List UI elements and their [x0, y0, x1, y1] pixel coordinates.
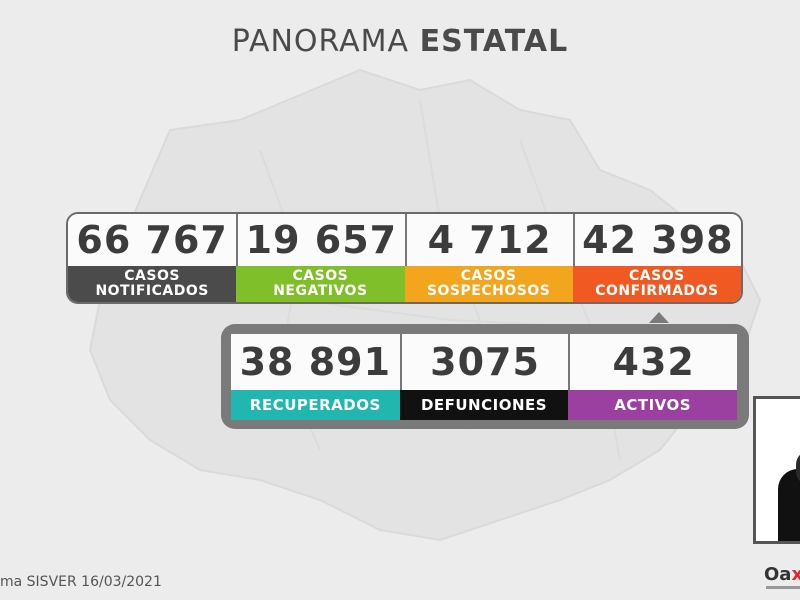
stat-label: CASOS SOSPECHOSOS [404, 266, 573, 302]
logo-text: Oa [764, 564, 792, 585]
stat-defunciones: 3075 DEFUNCIONES [399, 334, 569, 420]
stat-value: 38 891 [231, 334, 400, 390]
stat-confirmados: 42 398 CASOS CONFIRMADOS [572, 214, 741, 302]
stat-label-line1: CASOS [124, 268, 180, 284]
title-regular: PANORAMA [231, 24, 410, 59]
logo-subtext-bar [766, 586, 800, 589]
stat-label: ACTIVOS [568, 390, 737, 420]
stat-label: CASOS CONFIRMADOS [572, 266, 741, 302]
stat-label-line2: NEGATIVOS [273, 283, 368, 299]
case-summary-panel: 66 767 CASOS NOTIFICADOS 19 657 CASOS NE… [66, 212, 743, 304]
stat-value: 4 712 [404, 214, 573, 266]
stat-sospechosos: 4 712 CASOS SOSPECHOSOS [404, 214, 573, 302]
stat-value: 432 [568, 334, 737, 390]
stat-label-line1: CASOS [292, 268, 349, 284]
stat-notificados: 66 767 CASOS NOTIFICADOS [68, 214, 237, 302]
interpreter-head [796, 453, 800, 483]
government-logo: Oax [764, 564, 800, 585]
confirmed-pointer-arrow [649, 312, 669, 323]
stat-label-line2: NOTIFICADOS [95, 283, 209, 299]
stat-activos: 432 ACTIVOS [568, 334, 737, 420]
title-bold: ESTATAL [419, 24, 569, 59]
source-footer: ma SISVER 16/03/2021 [0, 574, 162, 590]
stat-value: 19 657 [236, 214, 405, 266]
stat-label-line1: CASOS [629, 268, 685, 284]
stat-label: RECUPERADOS [231, 390, 400, 420]
confirmed-breakdown-panel: 38 891 RECUPERADOS 3075 DEFUNCIONES 432 … [221, 324, 749, 429]
stat-label-line2: CONFIRMADOS [595, 283, 719, 299]
stat-label: DEFUNCIONES [399, 390, 569, 420]
sign-language-interpreter-video [753, 396, 800, 544]
page-title: PANORAMA ESTATAL [0, 24, 800, 59]
logo-accent: x [791, 564, 800, 585]
stat-recuperados: 38 891 RECUPERADOS [231, 334, 400, 420]
stat-value: 3075 [399, 334, 569, 390]
stat-negativos: 19 657 CASOS NEGATIVOS [236, 214, 405, 302]
stat-value: 66 767 [68, 214, 237, 266]
confirmed-breakdown-inner: 38 891 RECUPERADOS 3075 DEFUNCIONES 432 … [231, 334, 737, 420]
stat-label-line2: SOSPECHOSOS [426, 283, 551, 299]
interpreter-figure [778, 469, 800, 541]
stat-label: CASOS NEGATIVOS [236, 266, 405, 302]
stat-label-line1: CASOS [460, 268, 517, 284]
stat-value: 42 398 [572, 214, 741, 266]
stat-label: CASOS NOTIFICADOS [68, 266, 237, 302]
